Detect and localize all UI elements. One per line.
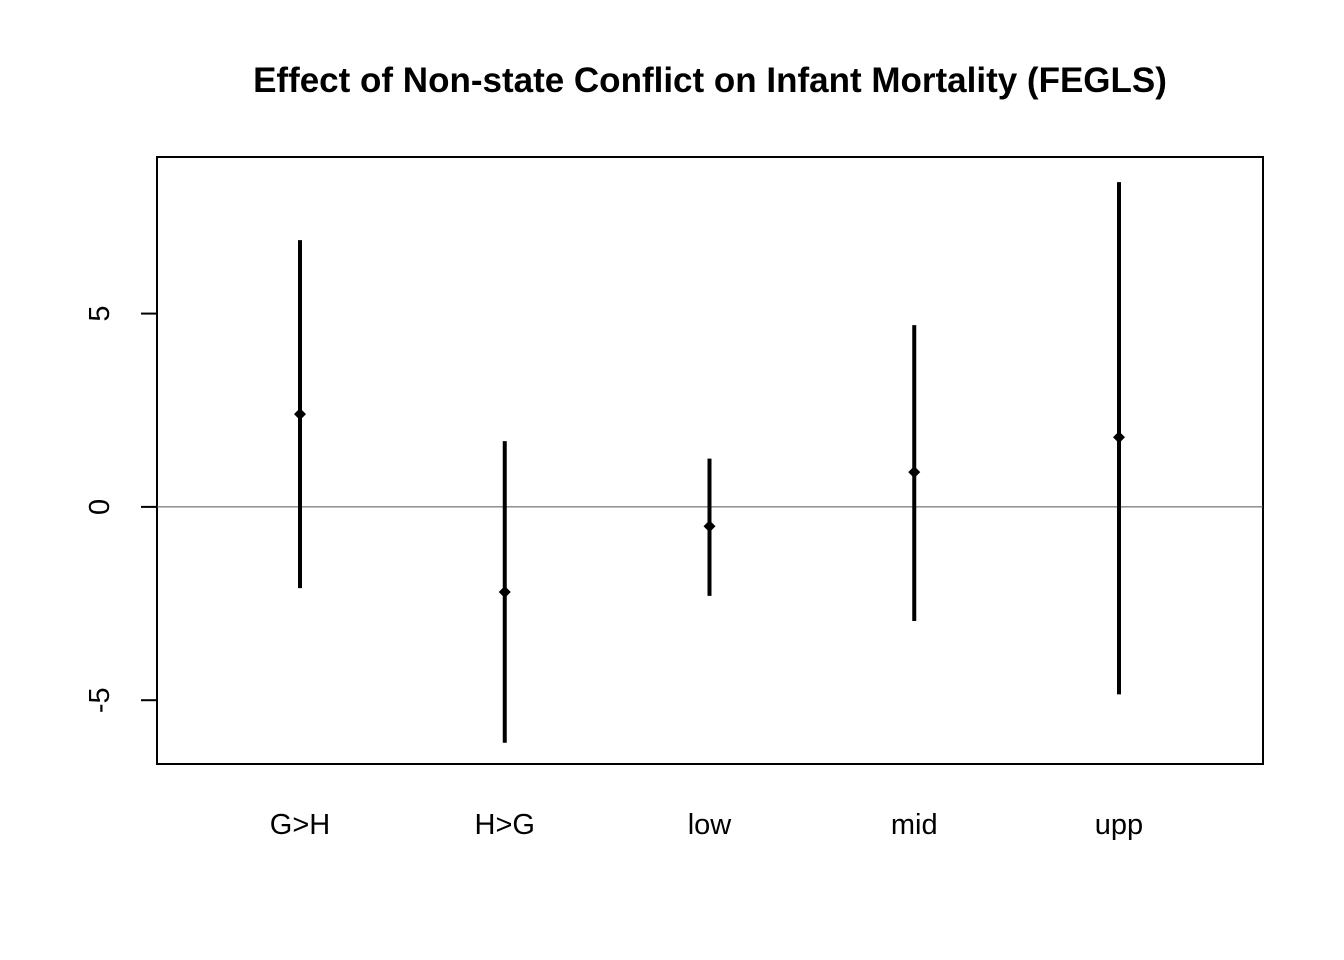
x-category-label: upp: [1095, 809, 1143, 841]
point-estimate-marker: [294, 408, 306, 421]
point-estimate-marker: [908, 466, 921, 479]
point-estimate-marker: [703, 520, 716, 533]
y-tick-label: 5: [84, 306, 116, 322]
x-category-label: mid: [891, 809, 938, 841]
y-axis: -5 0 5: [84, 306, 157, 713]
x-category-label: G>H: [270, 809, 330, 841]
plot-frame: [156, 156, 1264, 765]
y-tick-label: -5: [84, 687, 116, 713]
error-bars: [294, 182, 1125, 743]
x-category-labels: G>H H>G low mid upp: [270, 809, 1143, 841]
x-category-label: H>G: [475, 809, 535, 841]
chart-title: Effect of Non-state Conflict on Infant M…: [253, 61, 1167, 100]
x-category-label: low: [688, 809, 733, 841]
y-tick-label: 0: [84, 499, 116, 515]
point-estimate-marker: [498, 585, 511, 598]
point-estimate-marker: [1113, 431, 1125, 444]
